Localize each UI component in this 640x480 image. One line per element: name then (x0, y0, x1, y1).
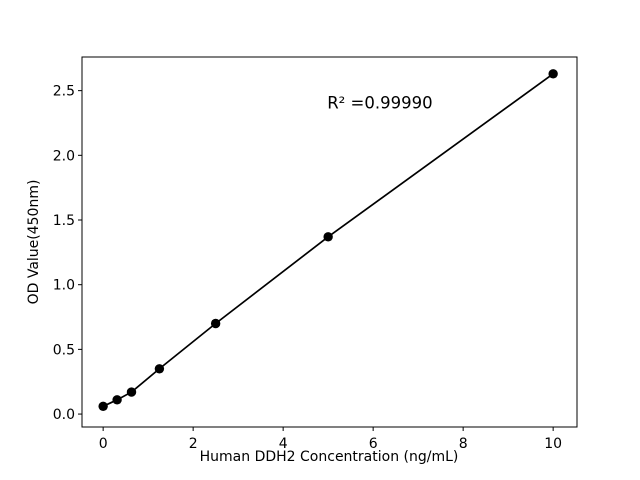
y-tick-label: 2.5 (53, 84, 75, 100)
data-point (323, 232, 333, 242)
data-point (126, 387, 137, 397)
data-point (210, 318, 221, 329)
x-axis-label: Human DDH2 Concentration (ng/mL) (200, 449, 459, 465)
data-point (112, 395, 122, 405)
x-tick-label: 6 (369, 436, 378, 452)
x-tick-label: 4 (279, 436, 288, 452)
data-point (98, 401, 108, 412)
y-tick-label: 0.0 (53, 407, 75, 423)
y-axis-label: OD Value(450nm) (26, 180, 42, 305)
plot-border (81, 56, 578, 428)
x-tick-label: 10 (544, 436, 562, 452)
y-tick-label: 1.5 (53, 213, 75, 229)
data-point (154, 364, 165, 374)
x-tick-label: 8 (459, 436, 468, 452)
y-tick-label: 1.0 (53, 278, 75, 294)
y-tick-label: 2.0 (53, 148, 75, 164)
r-squared-annotation: R² =0.99990 (327, 93, 432, 112)
y-tick-label: 0.5 (53, 342, 75, 358)
x-tick-label: 2 (189, 436, 198, 452)
data-point (548, 69, 558, 79)
x-tick-label: 0 (99, 436, 108, 452)
plot-area: 0 2 4 6 8 10 0.0 0.5 1.0 1.5 2.0 2.5 (53, 56, 578, 452)
